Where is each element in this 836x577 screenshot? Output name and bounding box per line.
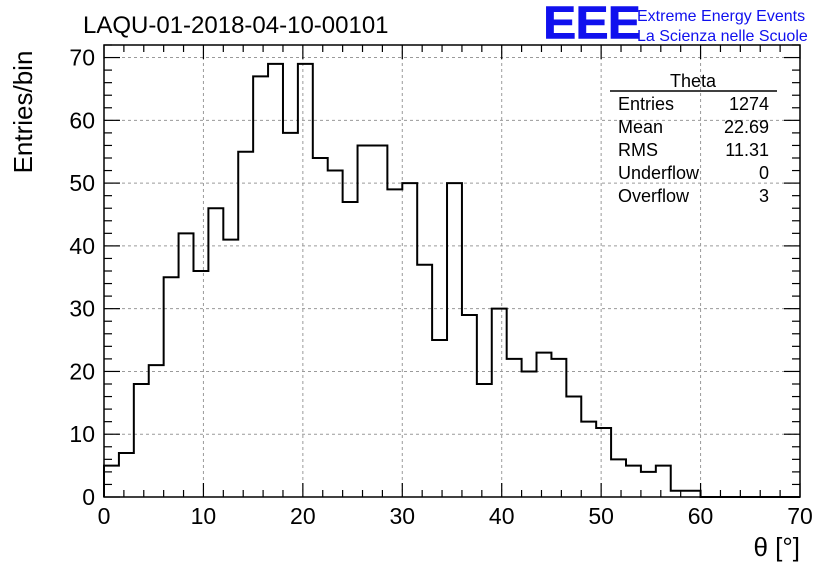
y-tick-label: 60 [69,107,95,133]
x-tick-label: 0 [98,503,111,529]
histogram-bin [193,271,208,497]
histogram-bin [134,384,149,497]
histogram-bin [566,397,581,497]
y-tick-label: 0 [82,484,95,510]
histogram-bin [328,171,343,497]
histogram-bin [343,202,358,497]
histogram-bin [477,384,492,497]
x-tick-label: 70 [787,503,813,529]
axis-ticks [103,44,801,498]
histogram-bin [149,365,164,497]
histogram-bin [581,422,596,497]
stats-label: Overflow [618,186,690,206]
histogram-bin [179,233,194,497]
histogram-bin [387,189,402,497]
stats-rows: Entries 1274 Mean 22.69 RMS 11.31 Underflow 0 Ov… [618,94,769,206]
histogram-bin [537,353,552,497]
histogram-bin [492,309,507,497]
stats-label: Underflow [618,163,700,183]
histogram-bin [358,145,373,497]
histogram-bin [238,152,253,497]
y-tick-label: 10 [69,421,95,447]
histogram-bin [522,371,537,497]
histogram-bin [626,466,641,497]
histogram-bin [507,359,522,497]
histogram-bin [611,459,626,497]
logo-line1: Extreme Energy Events [637,8,805,25]
stats-label: Mean [618,117,663,137]
histogram-bin [641,472,656,497]
stats-value: 0 [759,163,769,183]
x-tick-label: 50 [588,503,614,529]
x-tick-label: 20 [290,503,316,529]
y-tick-label: 70 [69,45,95,71]
stats-label: RMS [618,140,658,160]
x-tick-label: 60 [688,503,714,529]
histogram-bin [119,453,134,497]
stats-value: 3 [759,186,769,206]
histogram-step-line [103,62,800,498]
histogram-bin [462,315,477,497]
histogram-bin [268,64,283,497]
y-tick-label: 20 [69,358,95,384]
y-tick-label: 30 [69,296,95,322]
histogram-bin [313,158,328,497]
histogram-bin [223,240,238,497]
eee-logo: EEE Extreme Energy Events La Scienza nel… [543,0,808,49]
histogram-bin [164,277,179,497]
histogram-bin [656,466,671,497]
histogram-bin [283,133,298,497]
histogram-series [103,62,800,498]
stats-value: 22.69 [724,117,769,137]
y-tick-label: 50 [69,170,95,196]
logo-letters: EEE [543,0,640,49]
y-axis-label: Entries/bin [8,51,38,174]
stats-label: Entries [618,94,674,114]
histogram-bin [447,183,462,497]
histogram-bin [417,265,432,497]
histogram-bin [551,359,566,497]
histogram-bin [208,208,223,497]
histogram-bin [402,183,417,497]
histogram-bin [253,76,268,497]
stats-title: Theta [670,71,717,91]
run-title: LAQU-01-2018-04-10-00101 [83,12,389,39]
x-tick-label: 30 [389,503,415,529]
histogram-bin [298,64,313,497]
stats-box: Theta Entries 1274 Mean 22.69 RMS 11.31 Underf… [610,71,777,206]
histogram-bin [372,145,387,497]
histogram-bin [104,466,119,497]
x-axis-label: θ [°] [753,532,800,562]
histogram-bin [596,428,611,497]
histogram-bin [686,491,701,497]
x-tick-label: 10 [191,503,217,529]
histogram-bin [432,340,447,497]
stats-value: 11.31 [725,140,769,160]
y-tick-label: 40 [69,233,95,259]
stats-value: 1274 [729,94,769,114]
logo-line2: La Scienza nelle Scuole [637,28,808,45]
histogram-bin [671,491,686,497]
x-tick-label: 40 [489,503,515,529]
